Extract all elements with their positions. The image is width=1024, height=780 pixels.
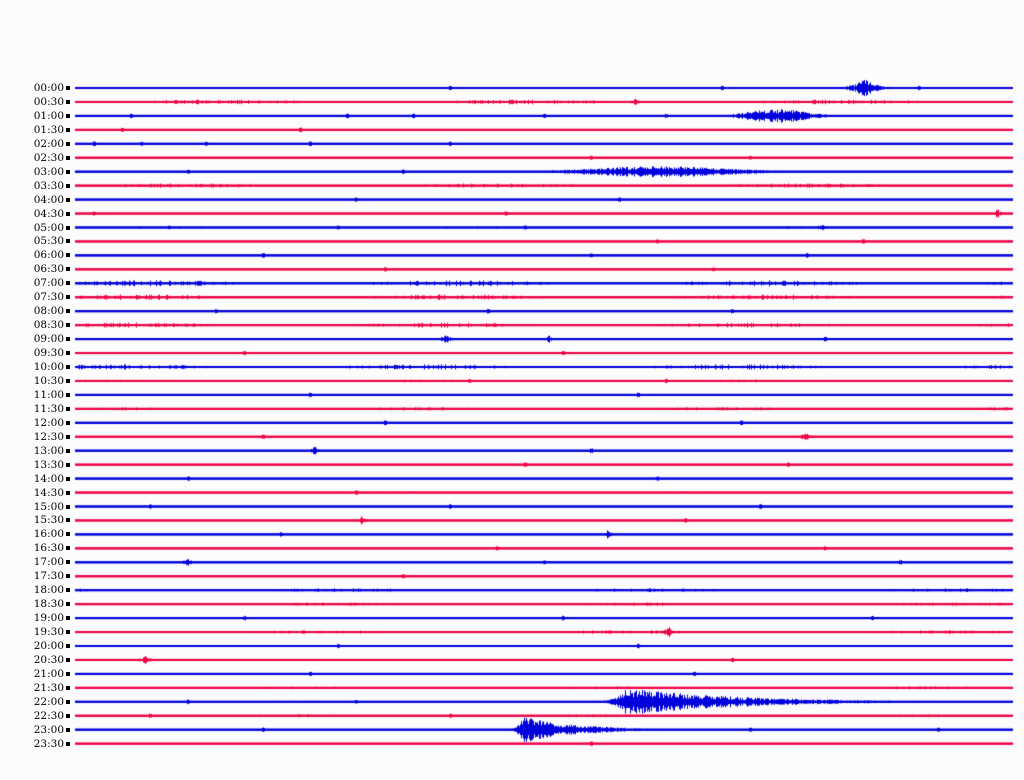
time-tick-mark [66,727,70,732]
time-label: 19:00 [33,612,64,625]
time-label: 06:30 [33,263,64,276]
time-label: 04:00 [33,193,64,206]
time-label: 18:30 [33,598,64,611]
time-label: 00:30 [33,95,64,108]
time-label: 18:00 [33,584,64,597]
time-tick-mark [66,420,70,425]
time-tick-mark [66,309,70,314]
time-tick-mark [66,406,70,411]
time-label: 10:00 [33,361,64,373]
time-tick-mark [66,602,70,607]
time-tick-mark [66,476,70,481]
time-label: 05:30 [33,235,64,248]
time-tick-mark [66,378,70,383]
time-label: 22:30 [33,709,64,722]
time-tick-mark [66,671,70,676]
time-label: 23:30 [33,737,64,750]
time-label: 15:00 [33,500,64,513]
time-tick-mark [66,657,70,662]
time-label: 09:30 [33,347,64,360]
time-label: 00:00 [33,82,64,94]
time-tick-mark [66,183,70,188]
time-tick-mark [66,392,70,397]
time-label: 11:00 [33,388,64,401]
time-tick-mark [66,532,70,537]
time-label: 12:00 [33,416,64,429]
time-tick-mark [66,574,70,579]
time-label: 06:00 [33,249,64,262]
time-tick-mark [66,644,70,648]
time-tick-mark [66,588,70,593]
time-tick-mark [66,337,70,342]
time-label: 14:30 [33,486,64,499]
time-tick-mark [66,155,70,160]
time-tick-mark [66,295,70,300]
time-tick-mark [66,281,70,286]
time-tick-mark [66,323,70,328]
time-tick-mark [66,253,70,258]
time-tick-mark [66,267,70,272]
time-tick-mark [66,685,70,690]
time-tick-mark [66,434,70,439]
time-tick-mark [66,630,70,635]
time-label: 13:30 [33,458,64,471]
time-label: 22:00 [33,695,64,708]
time-tick-mark [66,239,70,244]
time-label: 02:00 [33,137,64,150]
time-tick-mark [66,99,70,104]
time-tick-mark [66,365,70,369]
time-label: 16:30 [33,542,64,555]
time-label: 10:30 [33,374,64,387]
time-tick-mark [66,699,70,704]
time-label: 14:00 [33,472,64,485]
time-tick-mark [66,741,70,746]
time-tick-mark [66,546,70,551]
time-tick-mark [66,197,70,202]
time-label: 03:00 [33,165,64,178]
time-tick-mark [66,462,70,467]
time-label: 11:30 [33,402,64,415]
time-label: 17:30 [33,570,64,583]
time-tick-mark [66,713,70,718]
time-label: 09:00 [33,333,64,346]
time-tick-mark [66,127,70,132]
time-label: 21:00 [33,667,64,680]
time-tick-mark [66,351,70,356]
time-tick-mark [66,169,70,174]
time-label: 16:00 [33,528,64,541]
time-tick-mark [66,225,70,230]
time-tick-mark [66,518,70,523]
time-tick-mark [66,86,70,90]
time-tick-mark [66,448,70,453]
time-tick-mark [66,211,70,216]
time-label: 01:00 [33,109,64,122]
time-label: 05:00 [33,221,64,234]
time-label: 08:00 [33,305,64,318]
time-label: 23:00 [33,723,64,736]
time-label: 12:30 [33,430,64,443]
time-label: 19:30 [33,626,64,639]
time-label: 08:30 [33,319,64,332]
time-label: 21:30 [33,681,64,694]
time-label: 17:00 [33,556,64,569]
time-tick-mark [66,141,70,146]
time-label: 20:00 [33,640,64,652]
time-label: 20:30 [33,653,64,666]
time-tick-mark [66,560,70,565]
time-label: 02:30 [33,151,64,164]
time-label: 01:30 [33,123,64,136]
time-label: 04:30 [33,207,64,220]
time-label: 13:00 [33,444,64,457]
time-tick-mark [66,616,70,621]
time-tick-mark [66,490,70,495]
time-axis: 00:00 00:30 01:00 01:30 02:00 02:30 03:00 03:30… [0,0,64,780]
time-tick-mark [66,504,70,509]
time-label: 15:30 [33,514,64,527]
time-label: 03:30 [33,179,64,192]
time-tick-mark [66,113,70,118]
time-label: 07:30 [33,291,64,304]
time-label: 07:00 [33,277,64,290]
